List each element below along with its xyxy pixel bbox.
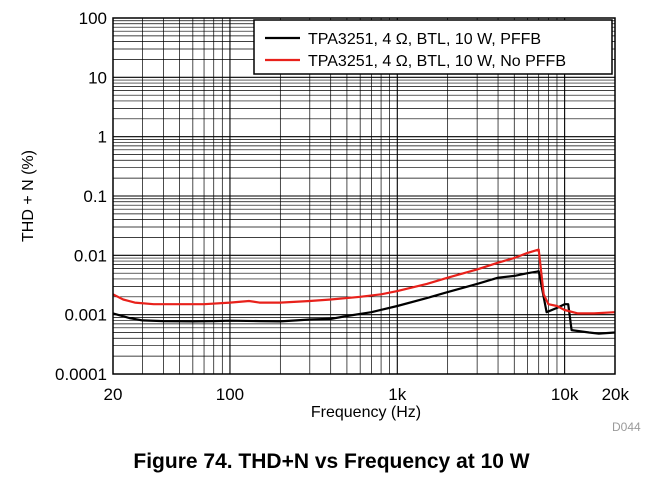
- y-tick-label: 10: [88, 68, 107, 87]
- y-tick-labels: 100 10 1 0.1 0.01 0.001 0.0001: [55, 9, 107, 384]
- figure-id: D044: [612, 420, 641, 434]
- x-axis-title: Frequency (Hz): [311, 404, 421, 421]
- y-tick-label: 1: [98, 128, 107, 147]
- series-line-no-pffb: [112, 248, 616, 315]
- grid-lines: [112, 18, 616, 375]
- plot-frame: [112, 17, 616, 375]
- x-tick-label: 1k: [388, 385, 406, 404]
- legend: TPA3251, 4 Ω, BTL, 10 W, PFFB TPA3251, 4…: [253, 19, 613, 75]
- y-tick-label: 0.001: [64, 306, 107, 325]
- series-line-pffb: [112, 270, 616, 335]
- y-tick-label: 100: [79, 9, 107, 28]
- legend-label-no-pffb: TPA3251, 4 Ω, BTL, 10 W, No PFFB: [308, 53, 566, 70]
- thd-vs-frequency-chart: 100 10 1 0.1 0.01 0.001 0.0001 20 100 1k 10k 20k T…: [20, 9, 641, 434]
- figure-caption: Figure 74. THD+N vs Frequency at 10 W: [133, 450, 530, 473]
- y-tick-label: 0.01: [74, 246, 107, 265]
- y-tick-label: 0.0001: [55, 365, 107, 384]
- series-layer: [112, 248, 616, 335]
- x-tick-labels: 20 100 1k 10k 20k: [104, 385, 630, 404]
- legend-label-pffb: TPA3251, 4 Ω, BTL, 10 W, PFFB: [308, 31, 541, 48]
- y-axis-title: THD + N (%): [20, 150, 37, 242]
- x-tick-label: 20k: [602, 385, 630, 404]
- legend-box: [253, 19, 613, 75]
- x-tick-label: 10k: [551, 385, 579, 404]
- x-tick-label: 100: [216, 385, 244, 404]
- y-tick-label: 0.1: [83, 187, 107, 206]
- x-tick-label: 20: [104, 385, 123, 404]
